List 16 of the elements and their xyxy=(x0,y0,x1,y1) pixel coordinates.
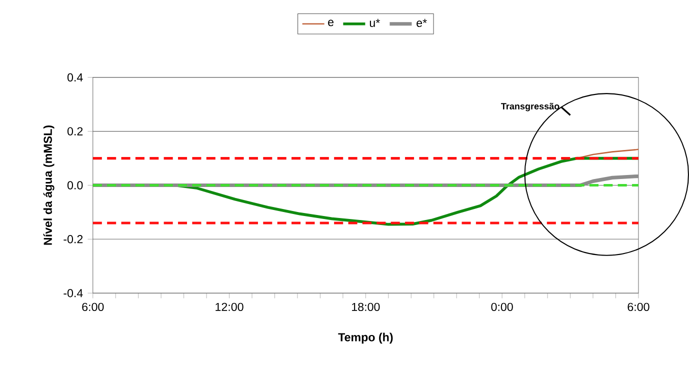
x-tick-label: 6:00 xyxy=(628,303,650,312)
y-tick-label: 0.2 xyxy=(67,127,83,136)
x-tick-label: 18:00 xyxy=(352,303,380,312)
legend-label: e xyxy=(328,20,334,26)
x-tick-label: 12:00 xyxy=(216,303,244,312)
x-axis-title: Tempo (h) xyxy=(338,332,393,344)
annotation: Transgressão xyxy=(501,103,560,112)
y-tick-label: 0.4 xyxy=(67,73,83,82)
y-tick-label: -0.4 xyxy=(64,289,83,298)
legend-label: e* xyxy=(416,19,427,28)
y-tick-label: 0.0 xyxy=(67,181,83,190)
x-tick-label: 6:00 xyxy=(82,303,104,312)
y-tick-label: -0.2 xyxy=(64,235,83,244)
legend-label: u* xyxy=(370,19,380,28)
y-axis-title: Nível da água (mMSL) xyxy=(43,126,54,245)
x-tick-label: 0:00 xyxy=(491,303,513,312)
